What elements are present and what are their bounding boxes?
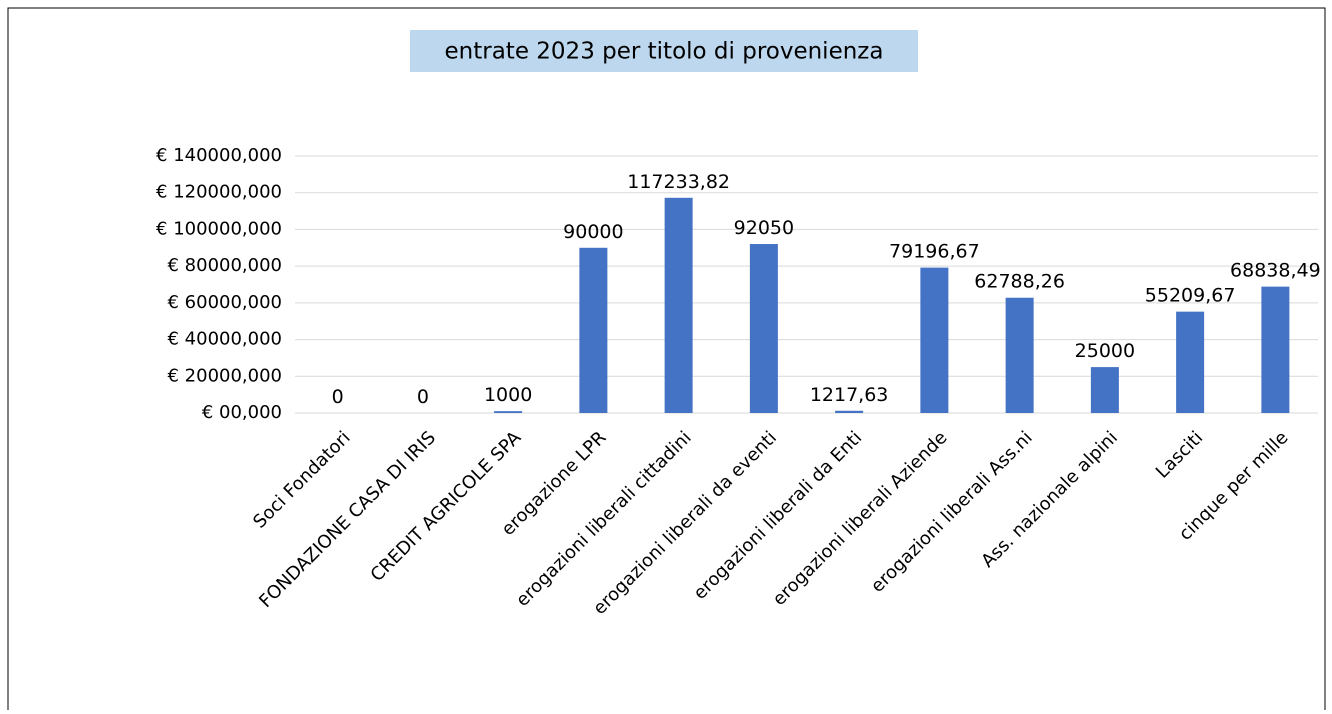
value-label: 0 xyxy=(417,386,429,408)
y-tick-label: € 100000,000 xyxy=(156,218,282,239)
bar xyxy=(1176,311,1205,413)
bar xyxy=(1090,367,1119,413)
bar xyxy=(1005,297,1034,413)
chart-title: entrate 2023 per titolo di provenienza xyxy=(445,39,884,65)
y-tick-label: € 80000,000 xyxy=(167,255,282,276)
value-label: 68838,49 xyxy=(1230,260,1321,282)
value-label: 62788,26 xyxy=(974,271,1065,293)
bar xyxy=(494,411,523,413)
value-label: 0 xyxy=(332,386,344,408)
value-label: 25000 xyxy=(1075,340,1135,362)
bar xyxy=(1261,286,1290,413)
bar xyxy=(579,247,608,413)
y-tick-label: € 60000,000 xyxy=(167,292,282,313)
title-background xyxy=(410,30,918,72)
bar xyxy=(920,267,949,413)
y-tick-label: € 140000,000 xyxy=(156,145,282,166)
value-label: 55209,67 xyxy=(1145,285,1236,307)
value-label: 90000 xyxy=(563,221,623,243)
bar xyxy=(749,244,778,413)
y-tick-label: € 40000,000 xyxy=(167,329,282,350)
bar xyxy=(664,197,693,413)
y-tick-label: € 120000,000 xyxy=(156,182,282,203)
y-tick-label: € 20000,000 xyxy=(167,365,282,386)
bar xyxy=(835,410,864,413)
value-label: 1217,63 xyxy=(810,384,889,406)
value-label: 1000 xyxy=(484,384,532,406)
value-label: 79196,67 xyxy=(889,241,980,263)
y-tick-label: € 00,000 xyxy=(202,402,282,423)
value-label: 92050 xyxy=(734,217,794,239)
value-label: 117233,82 xyxy=(627,171,730,193)
